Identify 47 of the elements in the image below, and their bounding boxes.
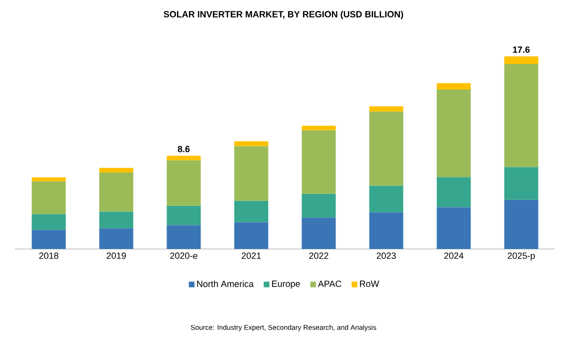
bar (99, 172, 134, 212)
bar (302, 126, 336, 130)
bar (166, 156, 201, 160)
x-tick-label: 2023 (376, 252, 396, 259)
bar (504, 167, 538, 200)
chart-title: SOLAR INVERTER MARKET, BY REGION (USD BILLION) (164, 10, 404, 20)
bar (166, 225, 201, 249)
bar (166, 160, 201, 206)
legend-label: North America (197, 280, 254, 288)
bar (99, 168, 134, 173)
bar (234, 146, 268, 201)
bar (504, 200, 538, 249)
legend-label: Europe (272, 280, 300, 289)
legend-label: RoW (360, 280, 380, 287)
x-tick-label: 2019 (106, 252, 126, 259)
bar (32, 230, 66, 249)
bar (369, 112, 404, 186)
bar (504, 64, 538, 168)
bar (234, 200, 268, 222)
annotation: 8.6 (178, 146, 190, 152)
bar (99, 228, 134, 249)
bar (436, 89, 471, 178)
bar (99, 212, 134, 228)
x-tick-label: 2024 (444, 252, 464, 259)
x-tick-label: 2021 (242, 252, 261, 259)
x-tick-label: 2022 (309, 252, 328, 259)
bar (302, 194, 336, 218)
bar (234, 222, 268, 249)
bar (32, 181, 66, 214)
bar (302, 218, 336, 249)
bar (32, 177, 66, 182)
x-tick-label: 2018 (39, 252, 58, 259)
x-tick-label: 2020-e (170, 252, 198, 259)
bar (436, 207, 471, 249)
bar (436, 177, 471, 208)
bar (436, 83, 471, 90)
bar (369, 212, 404, 249)
annotation: 17.6 (513, 46, 530, 53)
bar (234, 141, 268, 146)
legend-label: APAC (318, 280, 342, 287)
bar (369, 106, 404, 112)
bar (369, 186, 404, 212)
x-tick-label: 2025-p (508, 252, 535, 261)
bar (504, 56, 538, 64)
bar (32, 214, 66, 230)
bar (302, 130, 336, 194)
bar (166, 206, 201, 226)
